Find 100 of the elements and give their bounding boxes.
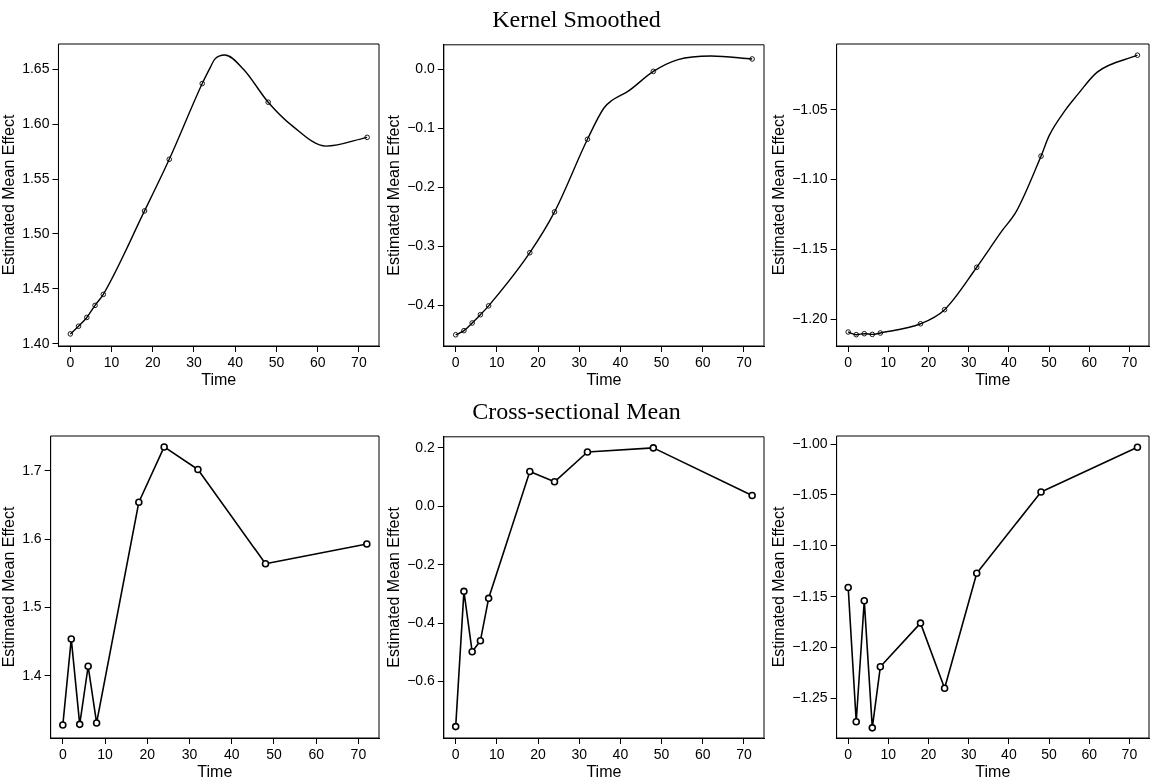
chart-title: Cross-sectional Mean	[472, 397, 681, 424]
y-tick-label: −0.6	[407, 672, 436, 689]
x-tick-label: 30	[181, 746, 198, 763]
point	[194, 465, 202, 474]
y-tick-label: 0.0	[415, 59, 436, 76]
x-tick-label: 40	[612, 746, 629, 763]
x-tick-label: 50	[268, 354, 285, 371]
y-tick-label: −1.15	[792, 240, 828, 257]
y-tick-label: 1.50	[22, 224, 50, 241]
y-tick-label: −0.4	[407, 614, 436, 631]
point	[484, 594, 493, 603]
y-tick-label: 0.2	[415, 438, 436, 455]
y-axis-title: Estimated Mean Effect	[385, 114, 403, 276]
point	[860, 596, 869, 605]
y-axis-title: Estimated Mean Effect	[0, 506, 18, 668]
point	[67, 635, 76, 643]
x-tick-label: 40	[227, 354, 244, 371]
x-axis-title: Time	[975, 762, 1011, 780]
y-tick-label: −0.3	[407, 237, 436, 254]
point	[160, 443, 168, 451]
y-axis-title: Estimated Mean Effect	[0, 114, 18, 276]
x-tick-label: 30	[186, 354, 202, 371]
point	[876, 663, 885, 671]
x-axis-title: Time	[201, 370, 237, 388]
point	[92, 719, 101, 727]
y-tick-label: −1.05	[792, 100, 828, 117]
x-tick-label: 20	[144, 354, 161, 371]
y-axis-title: Estimated Mean Effect	[770, 114, 788, 276]
point	[583, 448, 592, 456]
x-tick-label: 50	[1041, 746, 1058, 763]
x-tick-label: 60	[1081, 354, 1098, 371]
y-tick-label: 1.65	[22, 60, 50, 77]
x-tick-label: 40	[612, 354, 629, 371]
y-tick-label: −1.15	[792, 587, 828, 604]
y-tick-label: 1.6	[22, 530, 42, 547]
x-tick-label: 10	[97, 746, 114, 763]
y-tick-label: −0.2	[407, 555, 436, 572]
line-series	[847, 54, 1139, 336]
x-axis-title: Time	[586, 370, 622, 388]
x-tick-label: 0	[58, 746, 67, 763]
x-tick-label: 30	[960, 354, 977, 371]
y-tick-label: 1.7	[22, 461, 42, 478]
point	[135, 498, 143, 507]
y-tick-label: −1.20	[792, 638, 828, 655]
x-tick-label: 20	[920, 354, 937, 371]
x-axis-title: Time	[197, 762, 233, 780]
point	[972, 569, 981, 578]
point	[476, 636, 485, 645]
y-axis-title: Estimated Mean Effect	[770, 506, 788, 668]
x-tick-label: 10	[880, 354, 897, 371]
x-tick-label: 70	[351, 354, 367, 371]
x-tick-label: 40	[1001, 354, 1017, 371]
y-axis-title: Estimated Mean Effect	[385, 506, 403, 668]
y-tick-label: 1.60	[22, 115, 50, 132]
point	[261, 559, 270, 568]
x-tick-label: 20	[920, 746, 937, 763]
point	[451, 722, 460, 731]
point	[460, 587, 468, 596]
point	[75, 720, 84, 729]
point	[59, 721, 67, 729]
x-tick-label: 50	[653, 354, 670, 371]
point	[84, 662, 92, 671]
x-tick-label: 0	[844, 354, 853, 371]
chart-title: Kernel Smoothed	[492, 5, 661, 32]
x-tick-label: 0	[451, 354, 460, 371]
y-tick-label: 1.5	[22, 598, 42, 615]
y-tick-label: −0.1	[407, 118, 436, 135]
x-tick-label: 70	[736, 354, 752, 371]
y-tick-label: −1.05	[792, 485, 828, 502]
point	[844, 583, 852, 592]
x-tick-label: 60	[308, 746, 325, 763]
y-tick-label: −0.4	[407, 296, 436, 313]
x-tick-label: 20	[530, 746, 547, 763]
x-tick-label: 10	[489, 354, 505, 371]
x-tick-label: 30	[571, 354, 588, 371]
x-tick-label: 70	[1121, 746, 1138, 763]
x-axis-title: Time	[975, 370, 1011, 388]
point	[940, 684, 949, 692]
x-tick-label: 0	[66, 354, 75, 371]
x-tick-label: 70	[1121, 354, 1138, 371]
x-tick-label: 40	[1001, 746, 1017, 763]
x-tick-label: 0	[844, 746, 853, 763]
point	[916, 619, 925, 627]
point	[748, 491, 756, 500]
point	[526, 467, 534, 476]
y-tick-label: −1.25	[792, 689, 828, 706]
y-tick-label: −1.00	[792, 434, 828, 451]
y-tick-label: −0.2	[407, 177, 436, 194]
x-tick-label: 50	[1041, 354, 1058, 371]
point	[852, 717, 861, 726]
y-tick-label: −1.10	[792, 536, 828, 553]
point	[1037, 488, 1045, 496]
x-tick-label: 50	[266, 746, 282, 763]
x-tick-label: 60	[694, 354, 711, 371]
x-tick-label: 0	[451, 746, 460, 763]
y-tick-label: 1.45	[22, 279, 50, 296]
x-tick-label: 70	[736, 746, 752, 763]
point	[868, 724, 877, 732]
x-axis-title: Time	[586, 762, 622, 780]
x-tick-label: 60	[1081, 746, 1098, 763]
